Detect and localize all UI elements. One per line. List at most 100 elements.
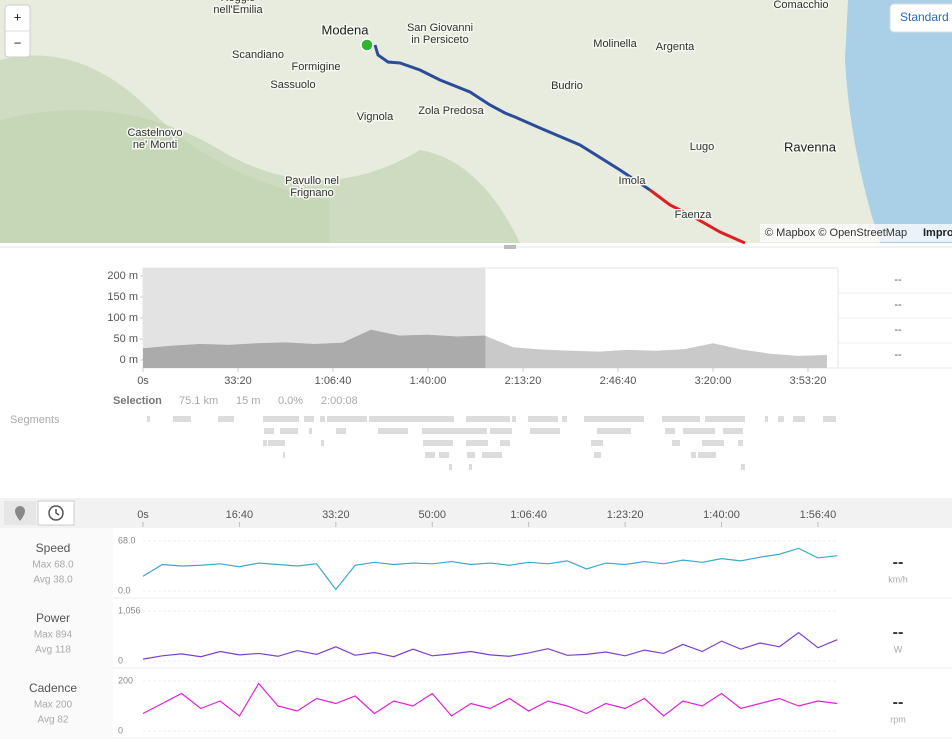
segment-bar[interactable] [597, 428, 631, 434]
segment-bar[interactable] [741, 464, 745, 470]
place-label: Budrio [551, 80, 583, 92]
segment-bar[interactable] [723, 428, 743, 434]
x-tick-label: 33:20 [322, 509, 350, 521]
selection-grade: 0.0% [278, 395, 303, 407]
segment-bar[interactable] [662, 416, 700, 422]
segment-bar[interactable] [467, 452, 475, 458]
data-line [142, 547, 838, 591]
segment-bar[interactable] [263, 416, 299, 422]
segment-bar[interactable] [369, 416, 454, 422]
segment-bar[interactable] [423, 440, 453, 446]
splitter-handle[interactable] [504, 245, 516, 249]
toolbar [0, 498, 952, 528]
segment-bar[interactable] [449, 464, 452, 470]
segment-bar[interactable] [823, 416, 836, 422]
segment-bar[interactable] [698, 452, 716, 458]
place-label: nell'Emilia [213, 4, 263, 16]
segment-bar[interactable] [320, 416, 325, 422]
map-style-button[interactable] [889, 3, 952, 33]
segment-bar[interactable] [793, 416, 805, 422]
y-tick-label: 50 m [114, 333, 138, 345]
x-tick-label: 1:40:00 [703, 509, 740, 521]
route-remaining [649, 188, 746, 245]
attribution-link[interactable]: Impro [923, 227, 952, 239]
unit: km/h [888, 574, 908, 584]
segment-bar[interactable] [584, 416, 644, 422]
selection-label: Selection [113, 395, 162, 407]
segment-bar[interactable] [309, 428, 312, 434]
chart-avg: Avg 38.0 [33, 575, 73, 586]
current-value: -- [893, 624, 904, 641]
place-label: ne' Monti [133, 139, 177, 151]
attribution: © Mapbox © OpenStreetMap [765, 227, 907, 239]
segment-bar[interactable] [702, 440, 724, 446]
stat-value: -- [894, 299, 902, 311]
segment-bar[interactable] [304, 416, 314, 422]
segments-label: Segments [10, 414, 60, 426]
data-line [142, 682, 838, 717]
row-label-bg [0, 668, 113, 738]
segment-bar[interactable] [268, 440, 285, 446]
place-label: Molinella [593, 38, 637, 50]
segment-bar[interactable] [422, 428, 487, 434]
segment-bar[interactable] [336, 428, 346, 434]
place-label: in Persiceto [411, 34, 468, 46]
selection-distance: 75.1 km [179, 395, 218, 407]
segment-bar[interactable] [683, 428, 715, 434]
segment-bar[interactable] [378, 428, 408, 434]
map-hills [0, 110, 520, 243]
segment-bar[interactable] [672, 440, 680, 446]
segment-bar[interactable] [490, 428, 512, 434]
place-label: Formigine [292, 61, 341, 73]
segment-bar[interactable] [765, 416, 768, 422]
chart-max: Max 200 [34, 700, 73, 711]
selection-duration: 2:00:08 [321, 395, 358, 407]
segment-bar[interactable] [466, 440, 488, 446]
segment-bar[interactable] [263, 440, 267, 446]
segment-bar[interactable] [528, 416, 558, 422]
segment-bar[interactable] [530, 428, 560, 434]
segment-bar[interactable] [562, 416, 567, 422]
segment-bar[interactable] [173, 416, 191, 422]
segment-bar[interactable] [665, 428, 675, 434]
place-label: San Giovanni [407, 22, 473, 34]
segment-bar[interactable] [705, 416, 745, 422]
y-tick-label: 200 [118, 675, 133, 685]
segment-bar[interactable] [218, 416, 234, 422]
segment-bar[interactable] [321, 440, 324, 446]
segment-bar[interactable] [591, 440, 603, 446]
segment-bar[interactable] [147, 416, 150, 422]
y-tick-label: 0 [118, 655, 123, 665]
place-label: Modena [322, 22, 370, 37]
segment-bar[interactable] [264, 428, 274, 434]
stat-value: -- [894, 324, 902, 336]
segment-bar[interactable] [691, 452, 696, 458]
segment-bar[interactable] [280, 428, 298, 434]
segment-bar[interactable] [439, 452, 449, 458]
clock-hands [55, 509, 60, 516]
segment-bar[interactable] [466, 416, 510, 422]
segment-bar[interactable] [738, 440, 743, 446]
segment-bar[interactable] [482, 452, 502, 458]
zoom-out[interactable]: − [14, 35, 22, 50]
segment-bar[interactable] [283, 452, 285, 458]
place-label: Sassuolo [270, 79, 315, 91]
place-label: Vignola [357, 111, 394, 123]
selection-elevation: 15 m [236, 395, 260, 407]
segment-bar[interactable] [778, 416, 784, 422]
place-label: Scandiano [232, 49, 284, 61]
x-tick-label: 50:00 [418, 509, 446, 521]
place-label: Lugo [690, 141, 714, 153]
place-label: Faenza [675, 209, 713, 221]
place-label: Imola [619, 175, 647, 187]
y-tick-label: 0.0 [118, 585, 131, 595]
segment-bar[interactable] [469, 464, 472, 470]
zoom-in[interactable]: + [14, 9, 22, 24]
chart-max: Max 894 [34, 630, 73, 641]
segment-bar[interactable] [512, 416, 516, 422]
chart-name: Power [36, 611, 70, 625]
segment-bar[interactable] [594, 452, 601, 458]
segment-bar[interactable] [425, 452, 435, 458]
segment-bar[interactable] [327, 416, 367, 422]
segment-bar[interactable] [500, 440, 510, 446]
